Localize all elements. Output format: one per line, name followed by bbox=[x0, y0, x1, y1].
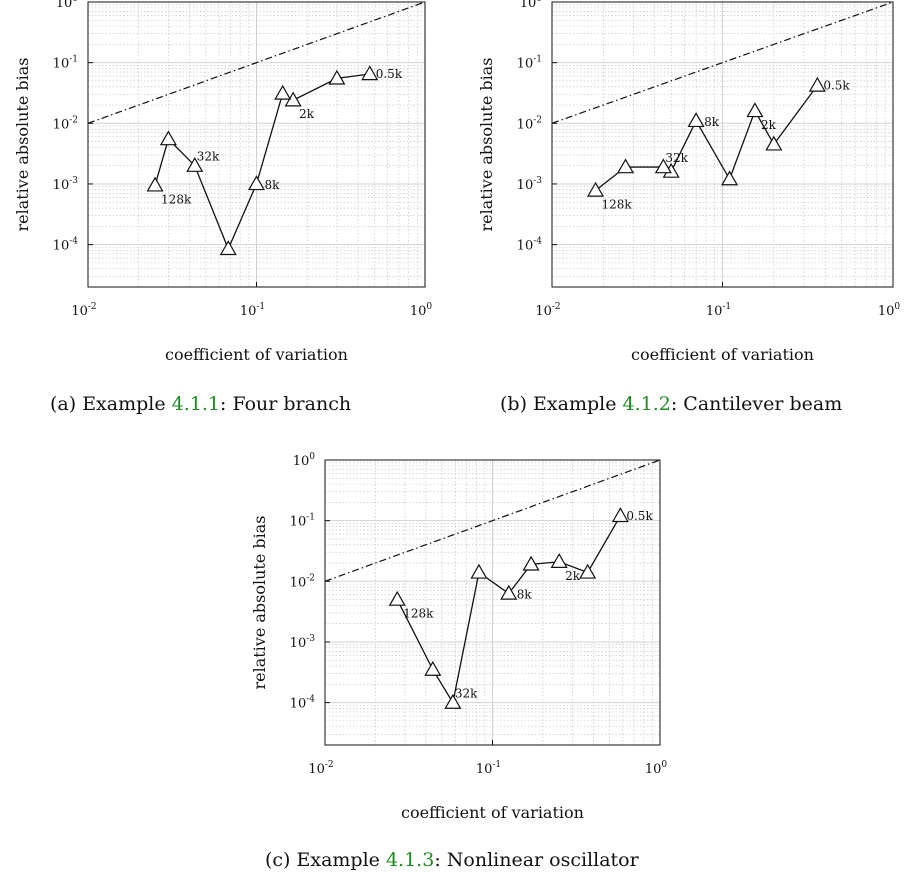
point-label: 8k bbox=[265, 178, 281, 192]
triangle-marker bbox=[247, 175, 266, 191]
triangle-marker bbox=[765, 135, 783, 151]
y-tick-label: 100 bbox=[520, 0, 543, 11]
point-label: 128k bbox=[161, 192, 192, 206]
caption-a-suffix: : Four branch bbox=[220, 393, 352, 415]
point-label: 8k bbox=[517, 587, 533, 601]
y-tick-label: 10-3 bbox=[290, 634, 316, 651]
y-tick-label: 10-1 bbox=[290, 513, 315, 530]
triangle-marker bbox=[654, 158, 672, 174]
caption-a-prefix: (a) Example bbox=[50, 393, 172, 415]
caption-b-ref-link[interactable]: 4.1.2 bbox=[622, 393, 671, 415]
chart-c: 10-2 10-1 100 10-4 10-3 10-2 10-1 100 coefficien… bbox=[250, 452, 667, 822]
triangle-marker bbox=[186, 156, 204, 172]
y-axis-label: relative absolute bias bbox=[13, 57, 32, 231]
y-tick-label: 10-2 bbox=[517, 115, 542, 132]
y-tick-label: 100 bbox=[293, 452, 316, 469]
caption-c: (c) Example 4.1.3: Nonlinear oscillator bbox=[265, 849, 639, 871]
triangle-marker bbox=[579, 563, 597, 579]
point-label: 32k bbox=[197, 150, 220, 164]
chart-b: 10-2 10-1 100 10-4 10-3 10-2 10-1 100 coefficien… bbox=[477, 0, 900, 364]
x-tick-label: 100 bbox=[878, 302, 901, 319]
y-tick-label: 10-3 bbox=[53, 176, 79, 193]
triangle-marker bbox=[424, 660, 442, 676]
grid-a bbox=[88, 2, 425, 287]
triangle-marker bbox=[328, 69, 346, 85]
triangle-marker bbox=[470, 563, 488, 579]
point-label: 0.5k bbox=[626, 509, 653, 523]
caption-b-prefix: (b) Example bbox=[500, 393, 623, 415]
x-tick-label: 10-1 bbox=[476, 760, 501, 777]
point-label: 0.5k bbox=[376, 67, 403, 81]
x-axis-label: coefficient of variation bbox=[631, 345, 814, 364]
y-tick-label: 100 bbox=[56, 0, 79, 11]
point-label: 128k bbox=[403, 607, 434, 621]
reference-line bbox=[325, 460, 660, 582]
caption-c-prefix: (c) Example bbox=[265, 849, 386, 871]
triangle-marker bbox=[444, 693, 462, 709]
x-axis-label: coefficient of variation bbox=[401, 803, 584, 822]
y-tick-label: 10-2 bbox=[53, 115, 78, 132]
triangle-marker bbox=[219, 240, 237, 256]
y-tick-label: 10-3 bbox=[517, 176, 543, 193]
triangle-marker bbox=[500, 584, 518, 600]
grid-c bbox=[325, 460, 660, 745]
x-tick-label: 10-2 bbox=[535, 302, 560, 319]
y-tick-label: 10-1 bbox=[53, 55, 78, 72]
x-tick-label: 100 bbox=[410, 302, 433, 319]
x-axis-label: coefficient of variation bbox=[165, 345, 348, 364]
reference-line bbox=[552, 2, 893, 124]
y-tick-label: 10-2 bbox=[290, 573, 315, 590]
x-tick-label: 100 bbox=[645, 760, 668, 777]
caption-b: (b) Example 4.1.2: Cantilever beam bbox=[500, 393, 842, 415]
caption-b-suffix: : Cantilever beam bbox=[670, 393, 843, 415]
point-label: 2k bbox=[761, 118, 777, 132]
triangle-marker bbox=[274, 84, 292, 100]
triangle-marker bbox=[361, 65, 379, 81]
point-label: 32k bbox=[665, 151, 688, 165]
triangle-marker bbox=[746, 102, 764, 118]
triangle-marker bbox=[550, 553, 568, 568]
point-label: 2k bbox=[299, 107, 315, 121]
caption-c-suffix: : Nonlinear oscillator bbox=[434, 849, 639, 871]
y-tick-label: 10-1 bbox=[517, 55, 542, 72]
caption-a-ref-link[interactable]: 4.1.1 bbox=[171, 393, 221, 415]
x-tick-label: 10-1 bbox=[706, 302, 731, 319]
triangle-marker bbox=[586, 181, 605, 197]
grid-b bbox=[552, 2, 893, 287]
triangle-marker bbox=[146, 176, 164, 192]
triangle-marker bbox=[522, 555, 540, 571]
triangle-marker bbox=[808, 76, 826, 92]
y-axis-label: relative absolute bias bbox=[477, 57, 496, 231]
point-label: 32k bbox=[455, 687, 478, 701]
point-label: 8k bbox=[704, 115, 720, 129]
triangle-marker bbox=[388, 590, 406, 606]
triangle-marker bbox=[611, 507, 629, 523]
point-label: 128k bbox=[602, 197, 633, 211]
chart-a: 10-2 10-1 100 10-4 10-3 10-2 10-1 100 coefficien… bbox=[13, 0, 432, 364]
x-tick-label: 10-2 bbox=[71, 302, 96, 319]
y-tick-label: 10-4 bbox=[53, 237, 79, 254]
y-tick-label: 10-4 bbox=[290, 695, 316, 712]
triangle-marker bbox=[687, 112, 705, 128]
triangle-marker bbox=[159, 130, 177, 146]
triangle-marker bbox=[617, 158, 635, 174]
x-tick-label: 10-2 bbox=[308, 760, 333, 777]
reference-line bbox=[88, 2, 425, 124]
caption-c-ref-link[interactable]: 4.1.3 bbox=[385, 849, 435, 871]
caption-a: (a) Example 4.1.1: Four branch bbox=[50, 393, 351, 415]
x-tick-label: 10-1 bbox=[240, 302, 265, 319]
y-axis-label: relative absolute bias bbox=[250, 515, 269, 689]
y-tick-label: 10-4 bbox=[517, 237, 543, 254]
point-label: 2k bbox=[565, 569, 581, 583]
triangle-marker bbox=[721, 170, 739, 186]
series-line bbox=[154, 73, 370, 251]
series-line bbox=[595, 85, 818, 192]
point-label: 0.5k bbox=[823, 79, 850, 93]
